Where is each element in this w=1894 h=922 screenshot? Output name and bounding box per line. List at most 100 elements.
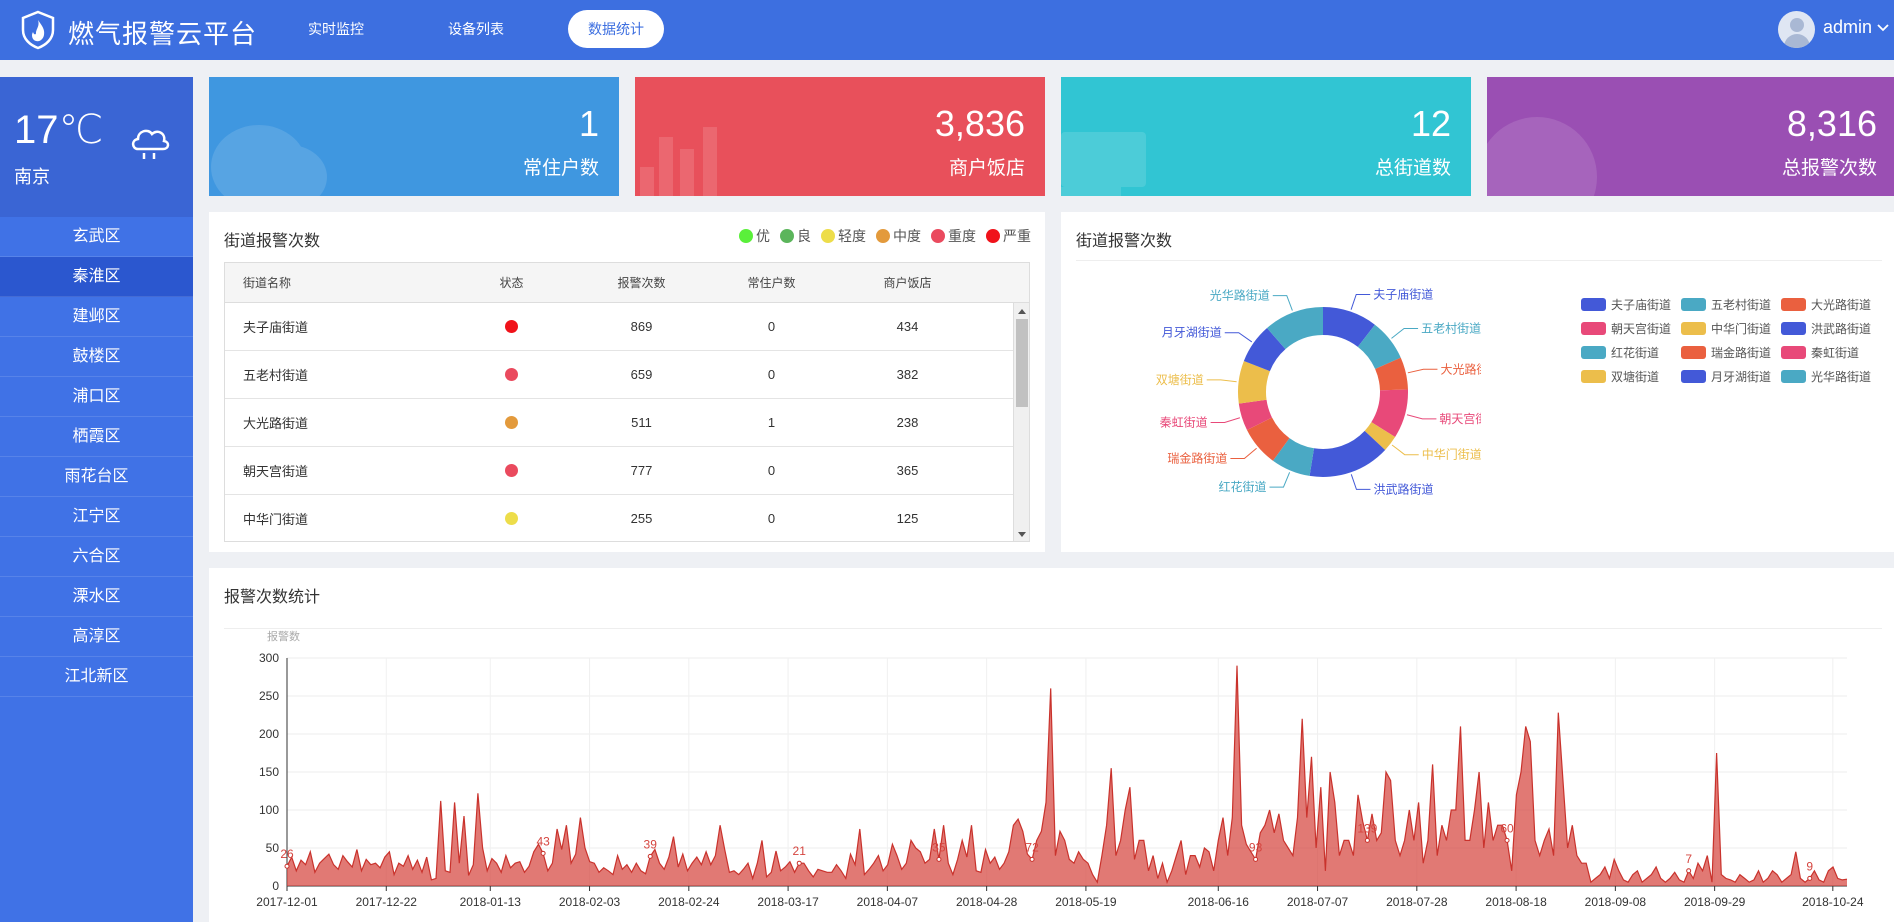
- legend-item[interactable]: 秦虹街道: [1781, 344, 1859, 361]
- legend-swatch: [1581, 322, 1606, 335]
- legend-item[interactable]: 大光路街道: [1781, 296, 1871, 313]
- legend-item[interactable]: 瑞金路街道: [1681, 344, 1771, 361]
- district-item[interactable]: 江宁区: [0, 497, 193, 537]
- slice-label: 双塘街道: [1156, 372, 1204, 387]
- table-scrollbar[interactable]: [1013, 303, 1029, 541]
- status-dot: [505, 464, 518, 477]
- status-dot: [505, 368, 518, 381]
- x-tick-label: 2018-07-07: [1287, 895, 1349, 909]
- legend-item[interactable]: 五老村街道: [1681, 296, 1771, 313]
- district-item[interactable]: 秦淮区: [0, 257, 193, 297]
- legend-label: 朝天宫街道: [1611, 322, 1672, 336]
- nav-device-list[interactable]: 设备列表: [448, 21, 504, 37]
- data-label: 35: [932, 840, 946, 854]
- legend-item[interactable]: 双塘街道: [1581, 368, 1659, 385]
- x-tick-label: 2018-01-13: [460, 895, 522, 909]
- district-item[interactable]: 雨花台区: [0, 457, 193, 497]
- legend-item[interactable]: 红花街道: [1581, 344, 1659, 361]
- legend-swatch: [1781, 370, 1806, 383]
- legend-swatch: [1781, 298, 1806, 311]
- top-bar: 燃气报警云平台 实时监控 设备列表 数据统计 admin: [0, 0, 1894, 60]
- legend-item[interactable]: 光华路街道: [1781, 368, 1871, 385]
- slice-label: 瑞金路街道: [1167, 451, 1227, 466]
- panel-title: 街道报警次数: [1076, 233, 1173, 250]
- district-item[interactable]: 玄武区: [0, 217, 193, 257]
- residents-count: 1: [578, 103, 599, 144]
- data-label: 7: [1685, 852, 1692, 866]
- x-tick-label: 2018-08-18: [1485, 895, 1547, 909]
- legend-swatch: [1681, 346, 1706, 359]
- legend-dot: [780, 229, 794, 243]
- legend-swatch: [1681, 370, 1706, 383]
- label-line: [1407, 368, 1438, 374]
- value-cell: 1: [767, 415, 776, 430]
- district-item[interactable]: 江北新区: [0, 657, 193, 697]
- street-name-cell: 朝天宫街道: [243, 464, 309, 479]
- legend-item[interactable]: 朝天宫街道: [1581, 320, 1671, 337]
- user-menu[interactable]: admin: [1823, 17, 1889, 38]
- table-row: 中华门街道 255 0 125: [225, 495, 1029, 541]
- legend-item[interactable]: 夫子庙街道: [1581, 296, 1671, 313]
- x-tick-label: 2017-12-01: [256, 895, 318, 909]
- district-item[interactable]: 鼓楼区: [0, 337, 193, 377]
- legend-label: 优: [756, 228, 770, 244]
- donut-slice: [1238, 360, 1270, 404]
- brand-title: 燃气报警云平台: [68, 19, 258, 49]
- label-line: [1391, 444, 1419, 456]
- residents-label: 常住户数: [522, 158, 599, 179]
- status-dot: [505, 512, 518, 525]
- y-tick-label: 0: [272, 879, 279, 893]
- data-point: [540, 850, 546, 856]
- globe-icon: [1487, 117, 1597, 196]
- label-line: [1350, 474, 1371, 490]
- donut-slice: [1246, 417, 1290, 461]
- chat-bubble-icon: [211, 125, 327, 196]
- district-item[interactable]: 溧水区: [0, 577, 193, 617]
- legend-item[interactable]: 中华门街道: [1681, 320, 1771, 337]
- column-header: 报警次数: [617, 276, 666, 290]
- data-point: [796, 860, 802, 866]
- column-header: 商户饭店: [883, 276, 932, 290]
- user-avatar[interactable]: [1778, 11, 1815, 48]
- scroll-thumb[interactable]: [1016, 319, 1028, 407]
- value-cell: 125: [896, 511, 919, 526]
- district-item[interactable]: 建邺区: [0, 297, 193, 337]
- value-cell: 238: [896, 415, 919, 430]
- legend-item[interactable]: 月牙湖街道: [1681, 368, 1771, 385]
- data-point: [647, 853, 653, 859]
- district-item[interactable]: 浦口区: [0, 377, 193, 417]
- district-item[interactable]: 六合区: [0, 537, 193, 577]
- data-label: 21: [793, 844, 807, 858]
- nav-data-statistics[interactable]: 数据统计: [568, 10, 664, 48]
- column-header: 街道名称: [243, 276, 292, 290]
- monitor-icon: [1061, 132, 1146, 196]
- legend-label: 重度: [948, 228, 976, 244]
- data-label: 26: [280, 847, 294, 861]
- legend-label: 中华门街道: [1711, 322, 1772, 336]
- label-line: [1269, 472, 1291, 488]
- data-label: 60: [1500, 821, 1514, 835]
- value-cell: 777: [630, 463, 653, 478]
- donut-slice: [1357, 324, 1401, 369]
- legend-label: 秦虹街道: [1811, 346, 1860, 360]
- data-point: [1504, 837, 1510, 843]
- scroll-up-arrow-icon[interactable]: [1018, 309, 1026, 314]
- weather-widget: 17℃ 南京: [0, 77, 193, 217]
- nav-realtime-monitor[interactable]: 实时监控: [308, 21, 364, 37]
- table-row: 五老村街道 659 0 382: [225, 351, 1029, 399]
- panel-title: 报警次数统计: [224, 589, 321, 606]
- column-header: 状态: [499, 276, 524, 290]
- legend-label: 良: [797, 228, 811, 244]
- value-cell: 255: [630, 511, 653, 526]
- street-name-cell: 大光路街道: [243, 416, 309, 431]
- district-item[interactable]: 高淳区: [0, 617, 193, 657]
- y-tick-label: 250: [259, 689, 279, 703]
- alarm-area-chart: 报警数 0 50 100 150 200 250 300 2017-12-01 2017-12-2…: [256, 629, 1864, 909]
- legend-label: 五老村街道: [1711, 298, 1772, 312]
- scroll-down-arrow-icon[interactable]: [1018, 532, 1026, 537]
- legend-label: 月牙湖街道: [1711, 370, 1772, 384]
- legend-item[interactable]: 洪武路街道: [1781, 320, 1871, 337]
- value-cell: 659: [630, 367, 653, 382]
- district-item[interactable]: 栖霞区: [0, 417, 193, 457]
- data-point: [284, 863, 290, 869]
